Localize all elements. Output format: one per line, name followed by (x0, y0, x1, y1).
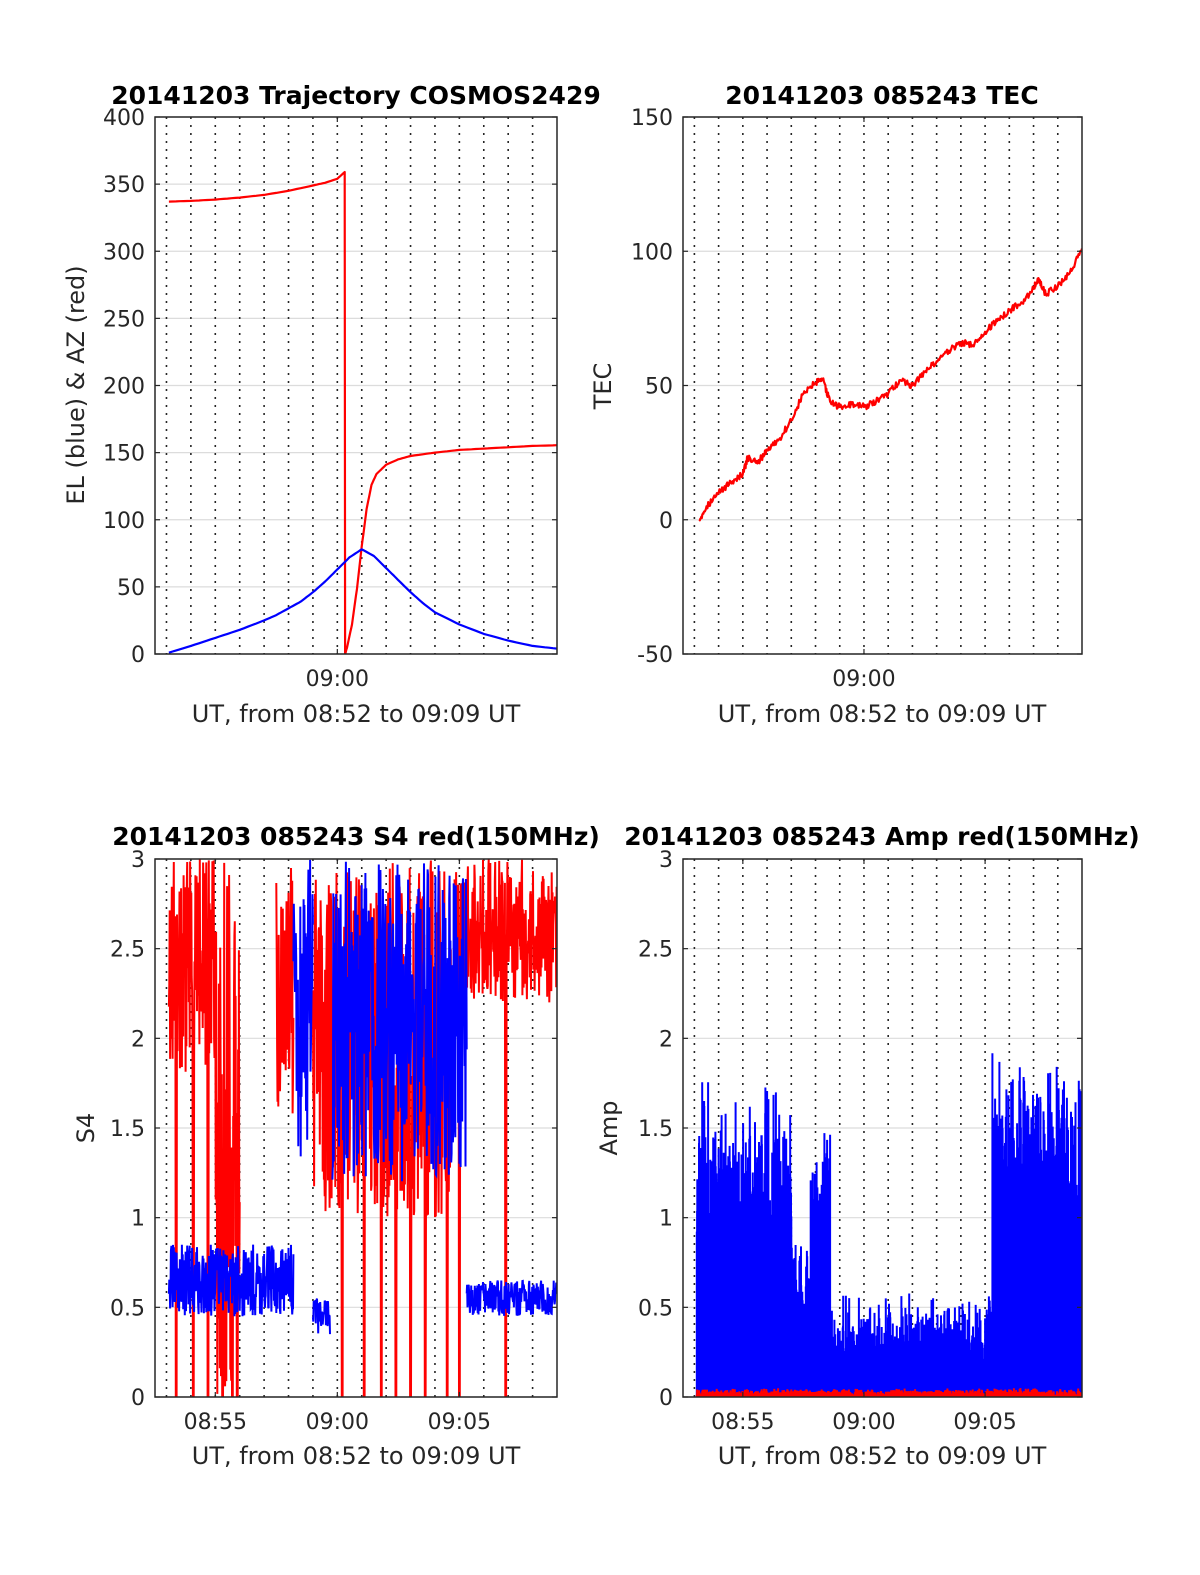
y-tick-label: 2 (131, 1027, 145, 1052)
series-line (695, 1053, 1082, 1397)
x-axis-label: UT, from 08:52 to 09:09 UT (718, 1442, 1047, 1470)
panel-title: 20141203 Trajectory COSMOS2429 (111, 81, 601, 110)
y-axis-label: Amp (595, 1100, 623, 1155)
y-tick-label: 1.5 (110, 1117, 145, 1142)
y-axis-label: TEC (589, 363, 617, 411)
y-tick-label: 50 (117, 576, 145, 601)
data-layer (168, 170, 557, 654)
series-line (698, 248, 1082, 522)
panel-trajectory: 20141203 Trajectory COSMOS2429 0 50 100 150… (62, 81, 601, 728)
x-tick-label: 08:55 (184, 1410, 247, 1435)
y-tick-label: 200 (103, 375, 145, 400)
plot-area: 0 0.5 1 1.5 2 2.5 3 08:55 09:00 09:05 (638, 848, 1083, 1435)
y-tick-label: 2.5 (110, 938, 145, 963)
plot-area: -50 0 50 100 150 09:00 (631, 106, 1083, 692)
panel-title: 20141203 085243 TEC (725, 81, 1038, 110)
plot-area: 0 0.5 1 1.5 2 2.5 3 08:55 09:00 09:05 (110, 848, 558, 1435)
y-tick-label: 400 (103, 106, 145, 131)
y-tick-label: 2 (659, 1027, 673, 1052)
y-tick-label: 50 (645, 375, 673, 400)
data-layer (698, 248, 1082, 522)
x-axis-label: UT, from 08:52 to 09:09 UT (192, 700, 521, 728)
y-tick-label: 3 (131, 848, 145, 873)
y-tick-label: 0.5 (638, 1296, 673, 1321)
x-tick-label: 09:00 (306, 667, 369, 692)
y-tick-label: 150 (631, 106, 673, 131)
y-tick-label: 2.5 (638, 938, 673, 963)
y-tick-label: 0 (659, 1386, 673, 1411)
y-tick-label: 1.5 (638, 1117, 673, 1142)
plot-area: 0 50 100 150 200 250 300 350 400 09:00 (103, 106, 558, 692)
y-axis-label: S4 (72, 1113, 100, 1144)
series-line (167, 859, 557, 1397)
series-line (168, 548, 557, 654)
x-tick-label: 09:00 (306, 1410, 369, 1435)
y-axis-label: EL (blue) & AZ (red) (62, 265, 90, 504)
panel-s4: 20141203 085243 S4 red(150MHz) 0 0.5 1 1.5 2… (72, 822, 600, 1470)
y-tick-label: 100 (631, 240, 673, 265)
y-tick-label: 0.5 (110, 1296, 145, 1321)
x-tick-label: 09:05 (428, 1410, 491, 1435)
y-tick-label: 250 (103, 307, 145, 332)
x-tick-label: 09:00 (832, 667, 895, 692)
y-tick-label: 300 (103, 240, 145, 265)
x-axis-label: UT, from 08:52 to 09:09 UT (192, 1442, 521, 1470)
y-tick-label: 100 (103, 509, 145, 534)
panel-tec: 20141203 085243 TEC -50 0 50 100 150 09:00 UT… (589, 81, 1083, 728)
series-line (695, 1388, 1082, 1397)
x-tick-label: 09:00 (832, 1410, 895, 1435)
series-line (168, 170, 557, 654)
y-tick-label: 350 (103, 173, 145, 198)
y-tick-label: 1 (131, 1207, 145, 1232)
x-tick-label: 09:05 (953, 1410, 1016, 1435)
x-axis-label: UT, from 08:52 to 09:09 UT (718, 700, 1047, 728)
panel-amp: 20141203 085243 Amp red(150MHz) 0 0.5 1 1.5… (595, 822, 1140, 1470)
data-layer (695, 1053, 1082, 1397)
y-tick-label: 0 (659, 509, 673, 534)
y-tick-label: -50 (637, 643, 673, 668)
panel-title: 20141203 085243 S4 red(150MHz) (112, 822, 600, 851)
x-tick-label: 08:55 (711, 1410, 774, 1435)
y-tick-label: 1 (659, 1207, 673, 1232)
y-tick-label: 0 (131, 1386, 145, 1411)
y-tick-label: 150 (103, 442, 145, 467)
series-line (167, 859, 557, 1335)
panel-title: 20141203 085243 Amp red(150MHz) (624, 822, 1140, 851)
data-layer (167, 859, 557, 1397)
y-tick-label: 3 (659, 848, 673, 873)
y-tick-label: 0 (131, 643, 145, 668)
